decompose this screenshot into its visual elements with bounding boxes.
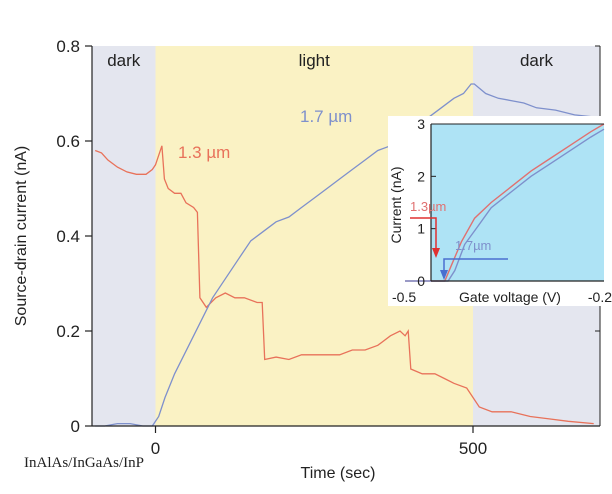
y-tick-label: 0.4 [56, 227, 80, 246]
inset-plot-background [431, 124, 604, 281]
series-label-1-3um: 1.3 µm [178, 143, 230, 162]
inset-y-tick-label: 1 [417, 221, 425, 237]
arrow-1-3um [410, 217, 437, 250]
x-tick-label: 0 [151, 439, 160, 458]
inset-x-tick-label: -0.5 [392, 289, 416, 305]
inset-series-lines [405, 123, 605, 282]
series-line-0 [94, 145, 594, 425]
arrow-1-7um-head [440, 270, 448, 280]
inset-y-tick-label: 2 [417, 168, 425, 184]
y-tick-label: 0 [71, 417, 80, 436]
inset-x-axis-label: Gate voltage (V) [459, 289, 561, 305]
inset-frame [388, 116, 612, 306]
series-label-1-7um: 1.7 µm [300, 107, 352, 126]
inset-axes [430, 123, 604, 282]
x-axis-label: Time (sec) [301, 465, 376, 482]
inset-y-tick-label: 0 [417, 273, 425, 289]
y-tick-label: 0.8 [56, 37, 80, 56]
main-tick-labels: 0 0.2 0.4 0.6 0.8 0 500 [56, 37, 600, 458]
x-tick-label: 500 [459, 439, 487, 458]
inset-arrows [410, 217, 508, 280]
region-label-dark: dark [520, 51, 554, 70]
arrow-1-7um [443, 258, 508, 272]
inset-label-1-7um: 1.7µm [455, 238, 491, 253]
material-label: InAlAs/InGaAs/InP [24, 455, 144, 471]
y-tick-label: 0.6 [56, 132, 80, 151]
inset-tick-labels: 0 1 2 3 -0.5 -0.2 [392, 116, 612, 305]
region-dark [92, 46, 156, 426]
y-tick-label: 0.2 [56, 322, 80, 341]
y-axis-label: Source-drain current (nA) [13, 146, 30, 327]
inset-chart: 0 1 2 3 -0.5 -0.2 1.3µm 1.7µm Current (nA) Ga… [388, 116, 612, 306]
arrow-1-3um-head [432, 248, 440, 258]
region-label-dark: dark [107, 51, 141, 70]
series-line-1 [95, 83, 597, 427]
inset-series-line-0 [405, 123, 605, 282]
region-label-light: light [299, 51, 330, 70]
inset-y-axis-label: Current (nA) [388, 166, 404, 243]
inset-x-tick-label: -0.2 [588, 289, 612, 305]
region-labels: dark light dark [107, 51, 553, 70]
inset-label-1-3um: 1.3µm [410, 199, 446, 214]
inset-series-line-1 [405, 128, 605, 282]
inset-y-tick-label: 3 [417, 116, 425, 132]
main-series-lines [94, 83, 597, 427]
